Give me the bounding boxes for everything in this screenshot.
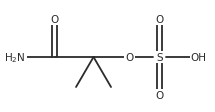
Text: O: O: [155, 90, 164, 100]
Text: O: O: [155, 15, 164, 25]
Text: O: O: [51, 15, 59, 25]
Text: OH: OH: [191, 53, 207, 62]
Text: S: S: [156, 53, 163, 62]
Text: H$_2$N: H$_2$N: [4, 51, 26, 64]
Text: O: O: [125, 53, 134, 62]
